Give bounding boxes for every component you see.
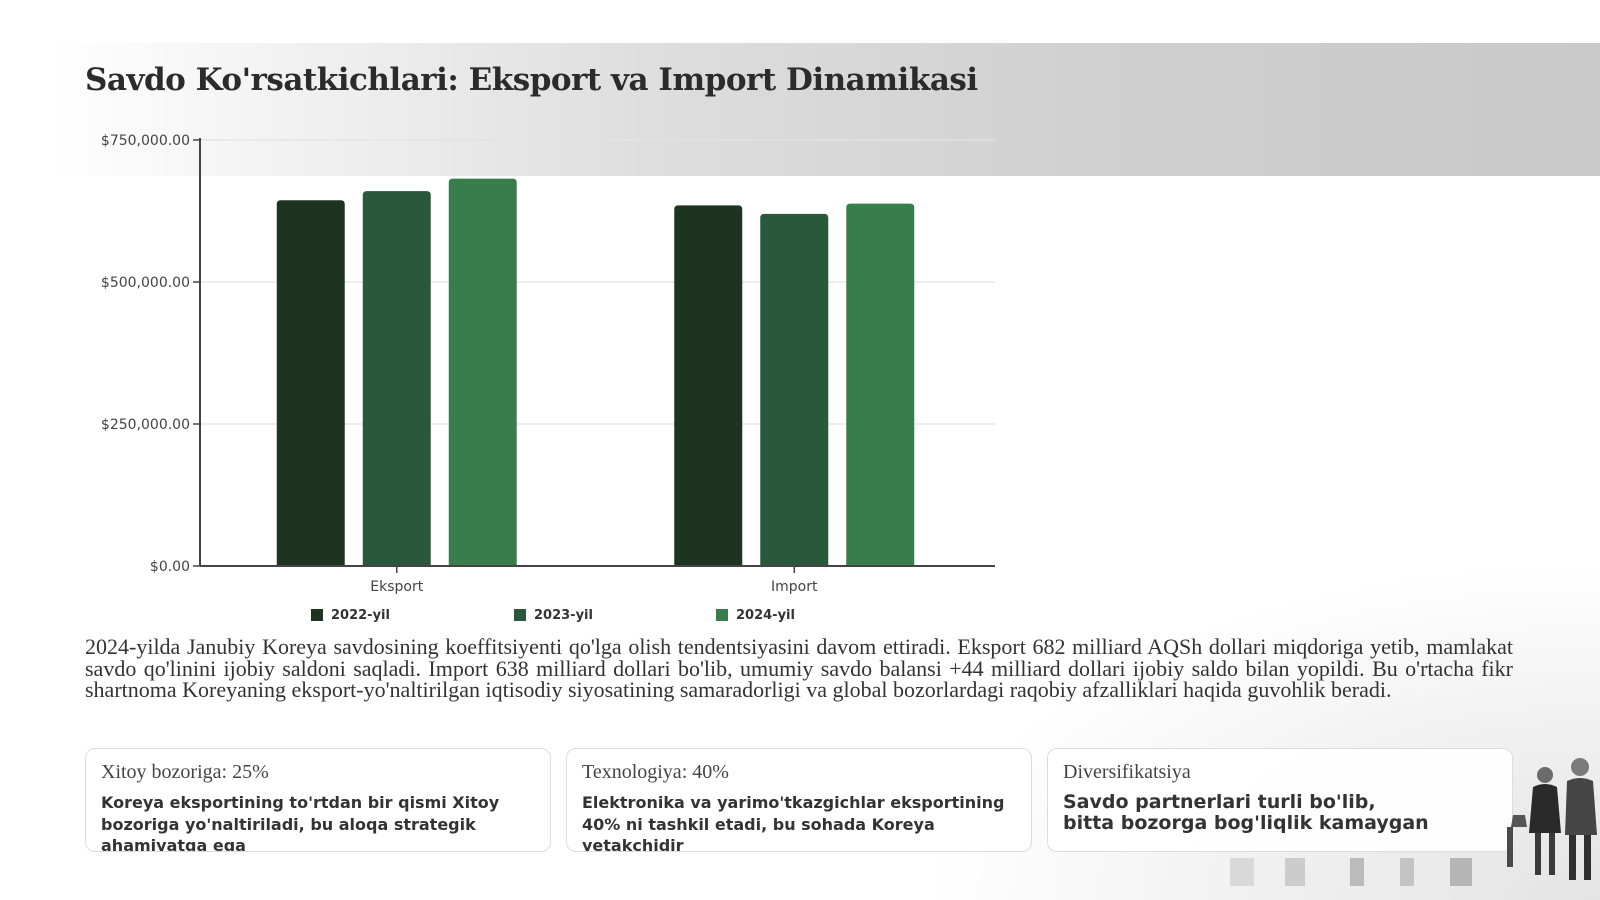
summary-paragraph: 2024-yilda Janubiy Koreya savdosining ko… — [85, 634, 1513, 702]
y-tick-label: $500,000.00 — [101, 275, 190, 291]
business-people-image — [1507, 758, 1597, 880]
bar — [448, 178, 517, 566]
card-title: Texnologiya: 40% — [582, 761, 729, 783]
card-text: Koreya eksportining to'rtdan bir qismi X… — [101, 793, 500, 852]
card-china-market: Xitoy bozoriga: 25% Koreya eksportining … — [85, 748, 551, 852]
bar — [362, 191, 431, 566]
header-band — [48, 43, 1600, 176]
y-tick-label: $750,000.00 — [101, 133, 190, 149]
y-tick-label: $0.00 — [150, 559, 190, 575]
card-title: Xitoy bozoriga: 25% — [101, 761, 269, 783]
legend-swatch — [716, 609, 728, 621]
card-text-line: bitta bozorga bog'liqlik kamaygan — [1063, 812, 1429, 834]
card-technology: Texnologiya: 40% Elektronika va yarimo't… — [566, 748, 1032, 852]
card-text: Savdo partnerlari turli bo'lib, bitta bo… — [1063, 792, 1497, 834]
page-title: Savdo Ko'rsatkichlari: Eksport va Import… — [85, 62, 978, 98]
legend-label: 2022-yil — [331, 608, 390, 623]
floor-reflection — [1230, 858, 1472, 886]
x-tick-label: Import — [771, 579, 818, 595]
bar — [276, 200, 345, 566]
card-title: Diversifikatsiya — [1063, 761, 1191, 783]
x-tick-label: Eksport — [370, 579, 423, 595]
card-text: Elektronika va yarimo'tkazgichlar ekspor… — [582, 793, 1005, 852]
y-tick-label: $250,000.00 — [101, 417, 190, 433]
bar — [846, 203, 915, 566]
bar-chart: $0.00 $250,000.00 $500,000.00 $750,000.00 Ek… — [101, 133, 995, 623]
bar — [674, 205, 743, 566]
legend-label: 2023-yil — [534, 608, 593, 623]
legend-label: 2024-yil — [736, 608, 795, 623]
legend-swatch — [311, 609, 323, 621]
legend-swatch — [514, 609, 526, 621]
card-text-line: Savdo partnerlari turli bo'lib, — [1063, 791, 1376, 813]
card-diversification: Diversifikatsiya Savdo partnerlari turli… — [1047, 748, 1513, 852]
bar — [760, 213, 829, 566]
